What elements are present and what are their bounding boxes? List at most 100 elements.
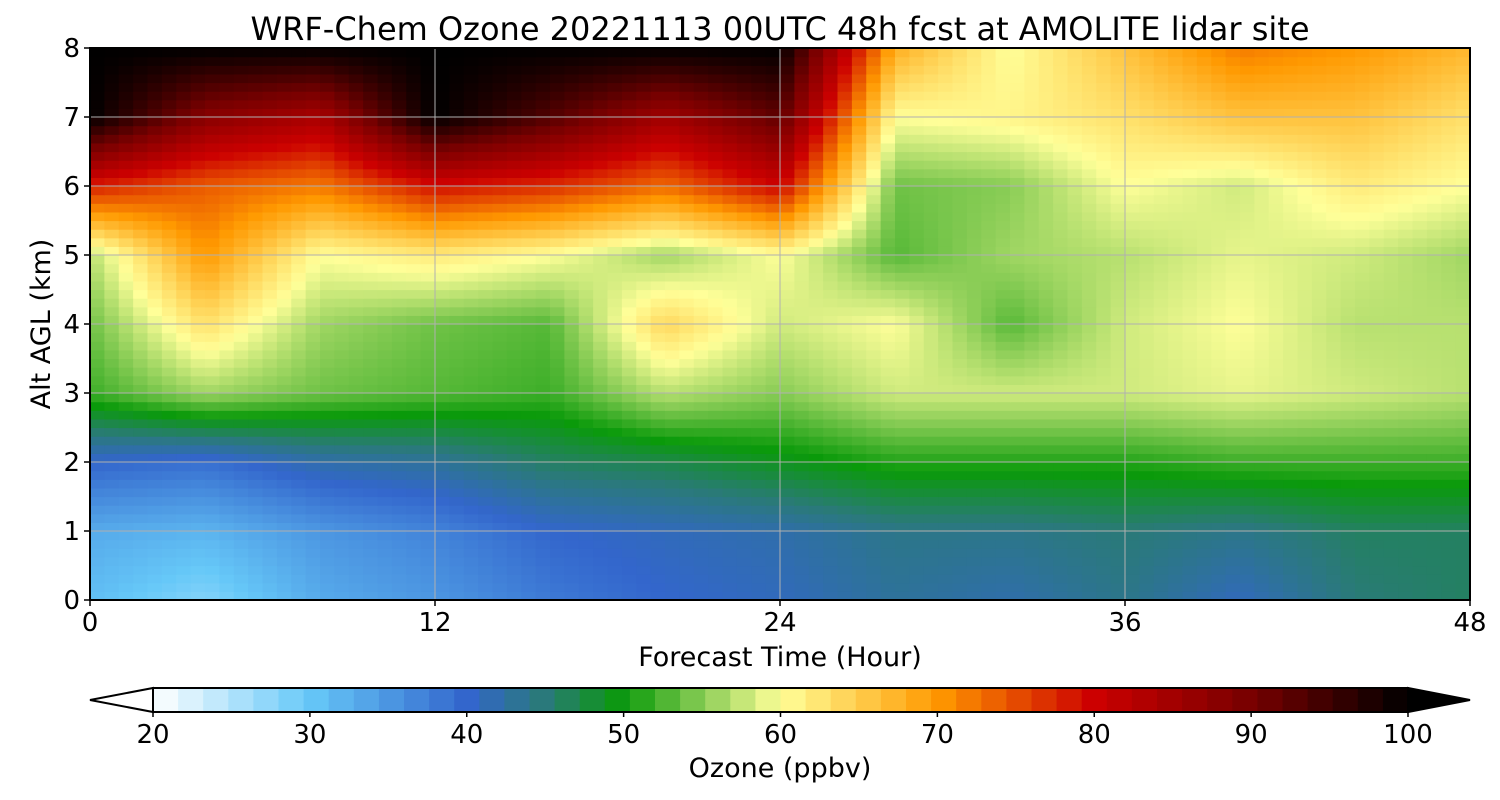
heatmap-cell	[880, 513, 896, 523]
heatmap-cell	[1196, 436, 1212, 446]
heatmap-cell	[693, 444, 709, 454]
heatmap-cell	[521, 574, 537, 584]
heatmap-cell	[1455, 375, 1470, 385]
heatmap-cell	[1412, 393, 1428, 403]
heatmap-cell	[650, 194, 666, 204]
heatmap-cell	[219, 289, 235, 299]
heatmap-cell	[233, 349, 249, 360]
heatmap-cell	[1426, 315, 1442, 325]
heatmap-cell	[1283, 315, 1299, 325]
heatmap-cell	[722, 548, 738, 558]
heatmap-cell	[1426, 367, 1442, 377]
heatmap-cell	[449, 375, 465, 385]
heatmap-cell	[1010, 444, 1025, 454]
heatmap-cell	[506, 186, 522, 196]
heatmap-cell	[435, 298, 450, 308]
heatmap-cell	[1383, 453, 1399, 463]
heatmap-cell	[995, 220, 1011, 230]
heatmap-cell	[233, 470, 249, 480]
heatmap-cell	[248, 298, 264, 308]
heatmap-cell	[923, 565, 939, 575]
heatmap-cell	[1311, 289, 1327, 299]
heatmap-cell	[1268, 470, 1284, 480]
heatmap-cell	[938, 151, 954, 161]
heatmap-cell	[851, 487, 867, 498]
heatmap-cell	[1024, 462, 1040, 472]
heatmap-cell	[1096, 289, 1112, 299]
heatmap-cell	[550, 487, 565, 498]
heatmap-cell	[406, 203, 422, 213]
heatmap-cell	[406, 306, 422, 316]
heatmap-cell	[1311, 462, 1327, 472]
heatmap-cell	[1441, 591, 1457, 600]
heatmap-cell	[564, 556, 580, 567]
heatmap-cell	[780, 401, 795, 411]
heatmap-cell	[190, 375, 206, 385]
heatmap-cell	[823, 263, 839, 273]
heatmap-cell	[1455, 582, 1470, 592]
heatmap-cell	[1254, 393, 1270, 403]
heatmap-cell	[1053, 168, 1069, 178]
heatmap-cell	[1398, 444, 1414, 454]
heatmap-cell	[765, 556, 781, 567]
heatmap-cell	[1196, 177, 1212, 187]
heatmap-cell	[391, 315, 407, 325]
heatmap-cell	[1182, 565, 1198, 575]
heatmap-cell	[1225, 203, 1241, 213]
heatmap-cell	[636, 194, 652, 204]
heatmap-cell	[1412, 591, 1428, 600]
heatmap-cell	[1225, 479, 1241, 489]
heatmap-cell	[435, 324, 450, 334]
heatmap-cell	[693, 574, 709, 584]
heatmap-cell	[765, 168, 781, 178]
heatmap-cell	[205, 384, 220, 394]
heatmap-cell	[751, 444, 767, 454]
heatmap-cell	[478, 556, 494, 567]
heatmap-cell	[550, 470, 565, 480]
heatmap-cell	[981, 427, 997, 437]
heatmap-cell	[880, 582, 896, 592]
heatmap-cell	[506, 211, 522, 222]
heatmap-cell	[291, 427, 307, 437]
heatmap-cell	[693, 591, 709, 600]
heatmap-cell	[794, 255, 810, 265]
heatmap-cell	[334, 315, 350, 325]
heatmap-cell	[765, 513, 781, 523]
heatmap-cell	[320, 548, 335, 558]
heatmap-cell	[205, 220, 220, 230]
heatmap-cell	[751, 306, 767, 316]
heatmap-cell	[808, 522, 824, 532]
heatmap-cell	[176, 289, 192, 299]
heatmap-cell	[794, 194, 810, 204]
heatmap-cell	[1268, 263, 1284, 273]
heatmap-cell	[636, 401, 652, 411]
heatmap-cell	[1225, 410, 1241, 420]
heatmap-cell	[492, 470, 508, 480]
heatmap-cell	[550, 522, 565, 532]
heatmap-cell	[966, 582, 982, 592]
heatmap-cell	[1455, 358, 1470, 368]
heatmap-cell	[262, 470, 278, 480]
heatmap-cell	[794, 229, 810, 239]
heatmap-cell	[391, 393, 407, 403]
heatmap-cell	[665, 582, 680, 592]
heatmap-cell	[161, 194, 177, 204]
heatmap-cell	[104, 151, 120, 161]
heatmap-cell	[334, 427, 350, 437]
heatmap-cell	[708, 462, 724, 472]
heatmap-cell	[621, 289, 637, 299]
heatmap-cell	[291, 289, 307, 299]
heatmap-cell	[1153, 324, 1169, 334]
heatmap-cell	[1369, 280, 1385, 291]
heatmap-cell	[708, 496, 724, 506]
heatmap-cell	[320, 384, 335, 394]
heatmap-cell	[147, 289, 163, 299]
heatmap-cell	[363, 531, 379, 541]
heatmap-cell	[578, 324, 594, 334]
heatmap-cell	[190, 479, 206, 489]
heatmap-cell	[492, 280, 508, 291]
heatmap-cell	[636, 203, 652, 213]
heatmap-cell	[1211, 556, 1227, 567]
heatmap-cell	[1182, 444, 1198, 454]
heatmap-cell	[478, 263, 494, 273]
